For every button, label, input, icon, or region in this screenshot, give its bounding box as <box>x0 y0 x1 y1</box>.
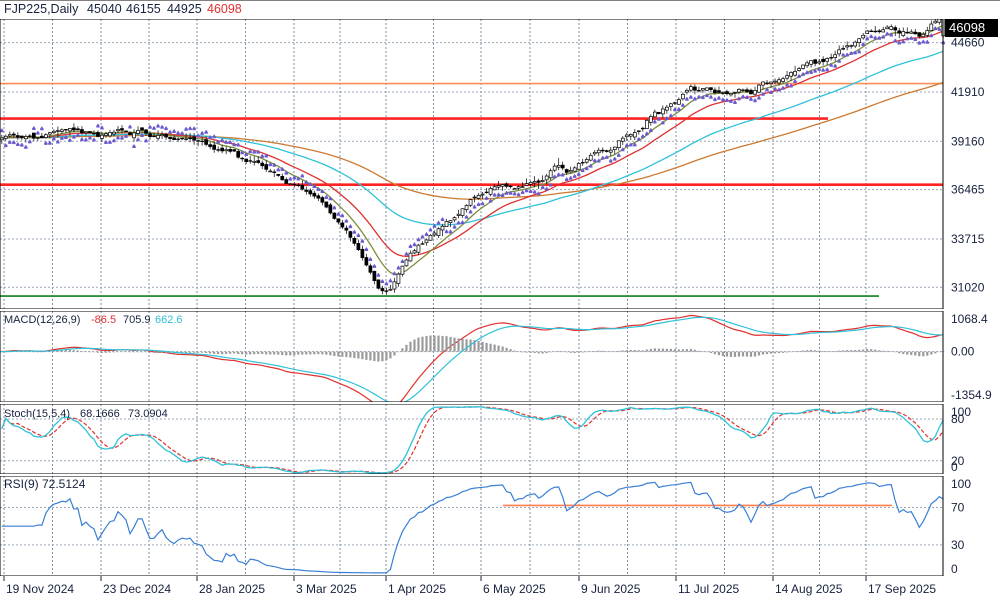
svg-text:1068.4: 1068.4 <box>951 312 988 326</box>
svg-text:0: 0 <box>951 562 958 576</box>
svg-text:6 May 2025: 6 May 2025 <box>483 582 546 596</box>
svg-text:44925: 44925 <box>167 2 202 16</box>
svg-text:45040: 45040 <box>87 2 122 16</box>
svg-text:11 Jul 2025: 11 Jul 2025 <box>678 582 739 596</box>
svg-text:80: 80 <box>951 412 965 426</box>
svg-text:-1354.9: -1354.9 <box>951 388 992 402</box>
svg-text:1 Apr 2025: 1 Apr 2025 <box>388 582 446 596</box>
svg-text:705.9: 705.9 <box>123 314 151 326</box>
svg-text:0: 0 <box>951 460 958 474</box>
svg-text:662.6: 662.6 <box>155 314 183 326</box>
svg-text:MACD(12,26,9): MACD(12,26,9) <box>4 314 80 326</box>
svg-text:68.1666: 68.1666 <box>80 408 120 420</box>
svg-text:73.0904: 73.0904 <box>128 408 168 420</box>
svg-text:-86.5: -86.5 <box>91 314 116 326</box>
svg-text:28 Jan 2025: 28 Jan 2025 <box>199 582 265 596</box>
svg-text:41910: 41910 <box>951 85 985 99</box>
svg-text:FJP225,Daily: FJP225,Daily <box>4 2 79 16</box>
svg-text:44660: 44660 <box>951 36 985 50</box>
svg-text:23 Dec 2024: 23 Dec 2024 <box>103 582 171 596</box>
svg-text:31020: 31020 <box>951 280 985 294</box>
svg-text:46098: 46098 <box>949 20 985 35</box>
svg-text:46155: 46155 <box>126 2 161 16</box>
svg-text:100: 100 <box>951 477 971 491</box>
svg-text:RSI(9) 72.5124: RSI(9) 72.5124 <box>4 477 86 491</box>
svg-text:70: 70 <box>951 501 965 515</box>
svg-text:30: 30 <box>951 538 965 552</box>
svg-text:3 Mar 2025: 3 Mar 2025 <box>296 582 357 596</box>
svg-text:14 Aug 2025: 14 Aug 2025 <box>775 582 843 596</box>
svg-text:17 Sep 2025: 17 Sep 2025 <box>868 582 936 596</box>
svg-text:19 Nov 2024: 19 Nov 2024 <box>6 582 74 596</box>
svg-text:39160: 39160 <box>951 134 985 148</box>
svg-text:9 Jun 2025: 9 Jun 2025 <box>581 582 641 596</box>
svg-text:Stoch(15,5,4): Stoch(15,5,4) <box>4 408 70 420</box>
svg-text:33715: 33715 <box>951 232 985 246</box>
svg-text:46098: 46098 <box>207 2 242 16</box>
svg-text:0.00: 0.00 <box>951 345 975 359</box>
svg-text:36465: 36465 <box>951 183 985 197</box>
